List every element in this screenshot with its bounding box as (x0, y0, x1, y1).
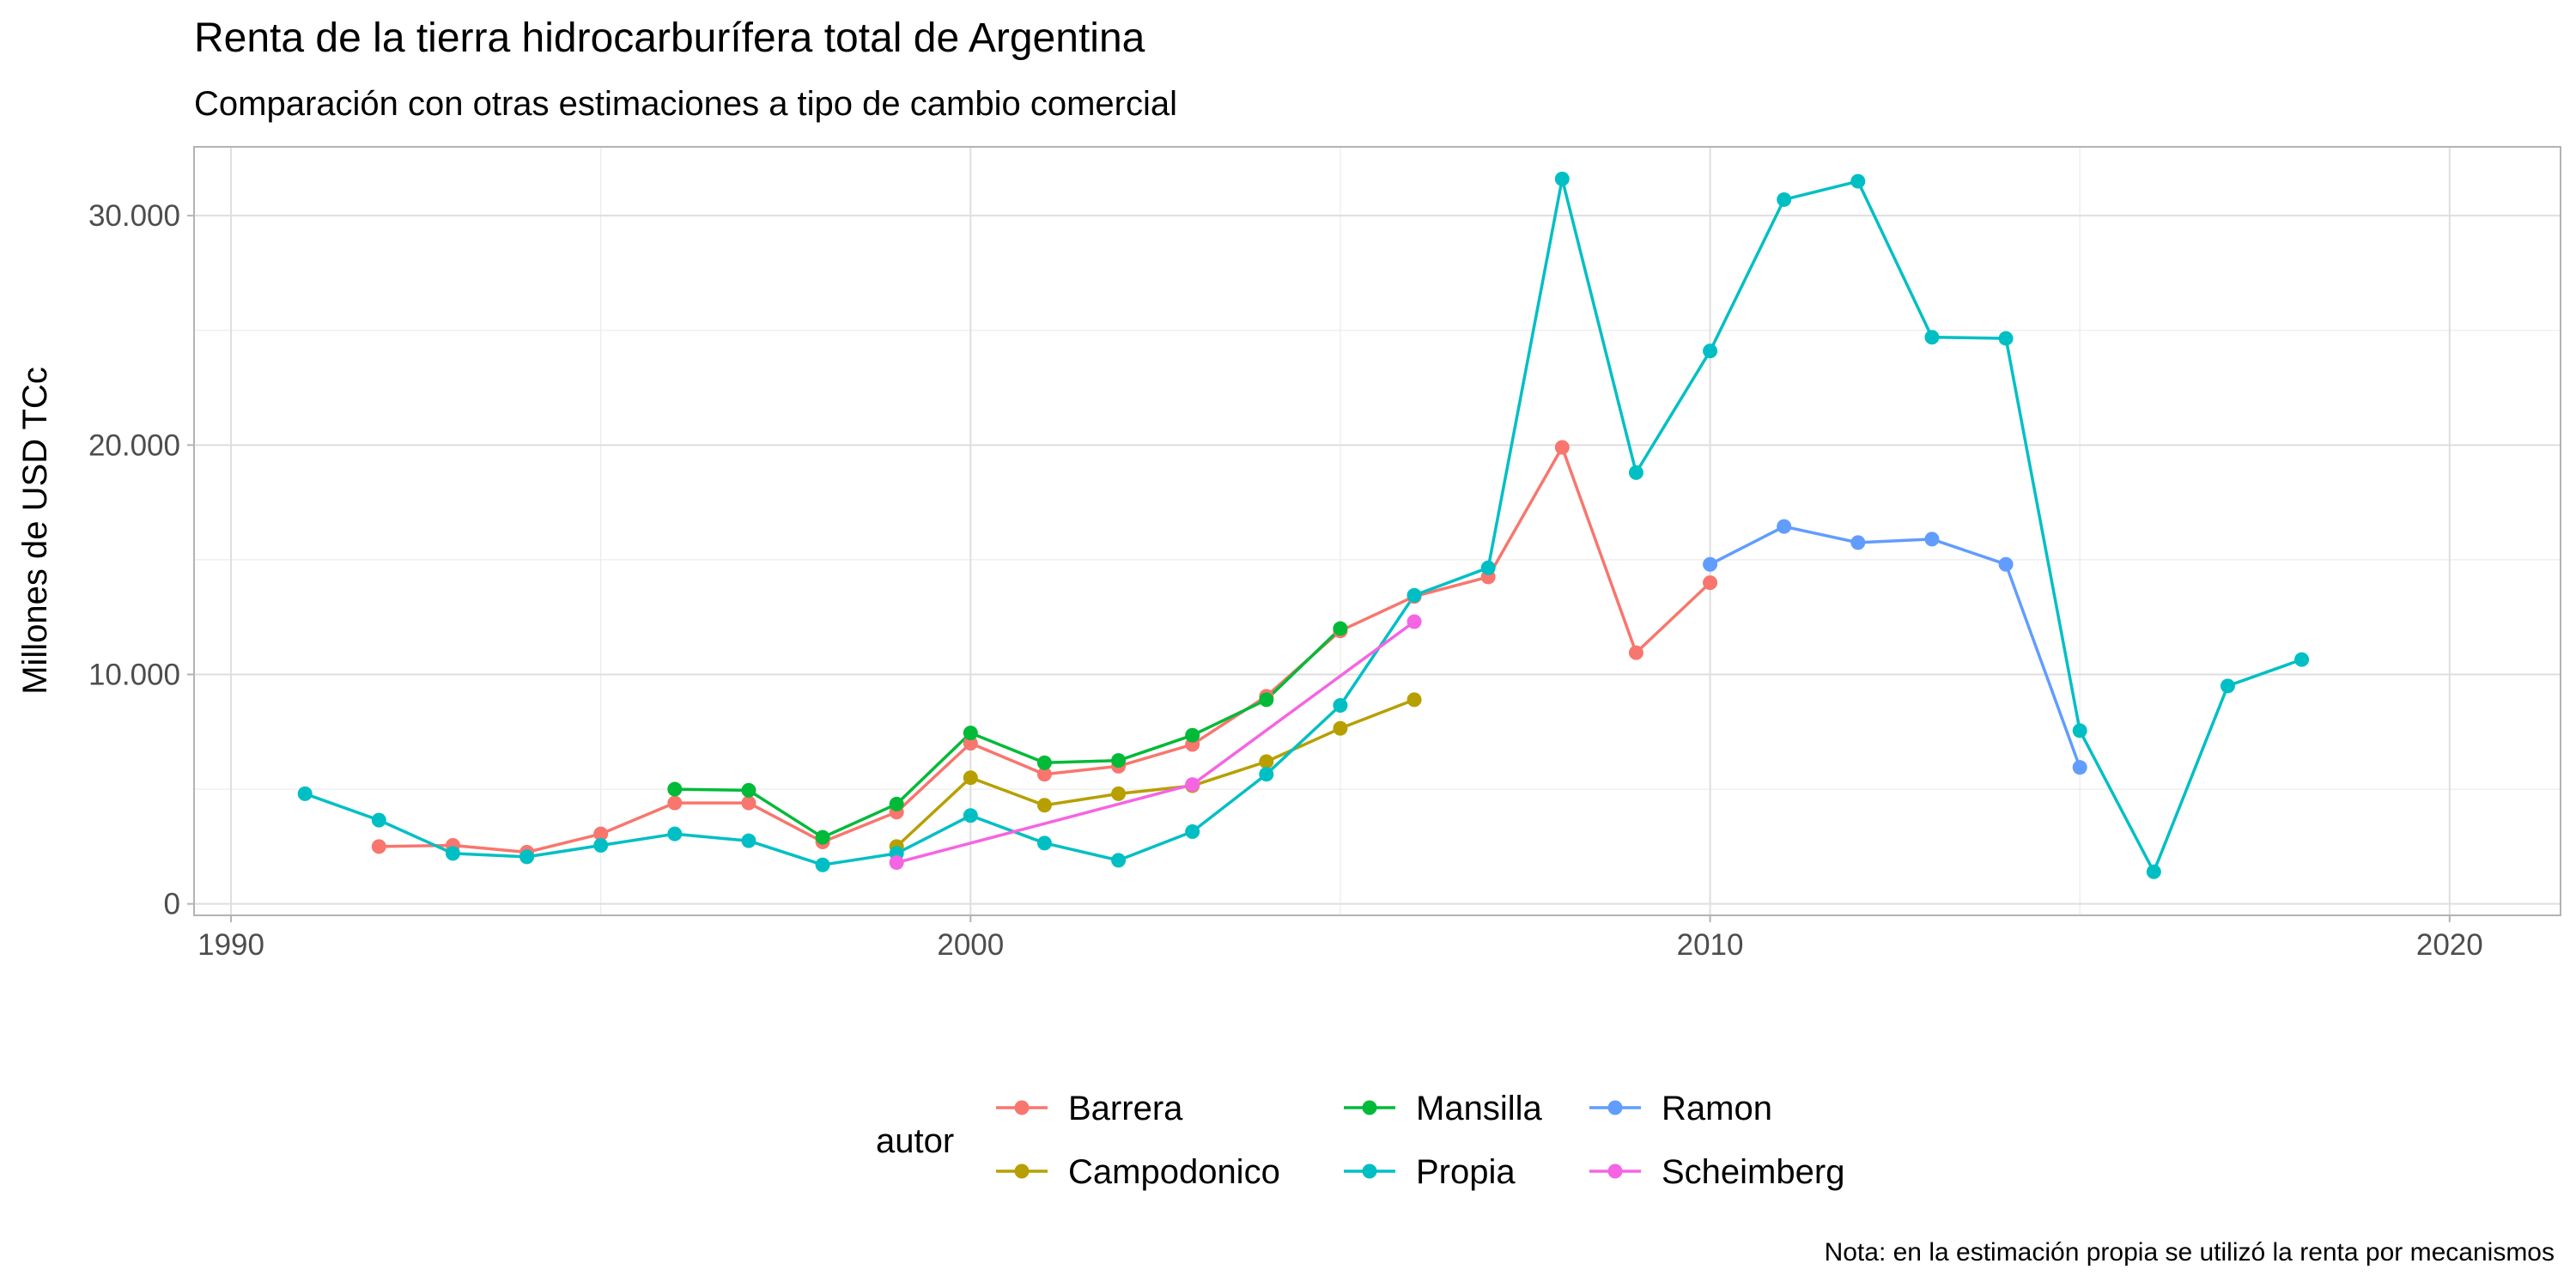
data-point-mansilla (1111, 753, 1127, 769)
data-point-propia (1628, 465, 1643, 480)
x-tick-label: 1990 (197, 928, 264, 962)
data-point-propia (1554, 171, 1570, 186)
data-point-campodonico (1333, 720, 1348, 736)
data-point-barrera (593, 826, 609, 841)
data-point-mansilla (889, 796, 904, 811)
plot-border (193, 146, 2561, 916)
data-point-propia (1924, 330, 1940, 345)
legend-key-point-scheimberg (1607, 1163, 1623, 1179)
data-point-propia (593, 838, 609, 854)
y-tick-label: 0 (164, 888, 180, 921)
data-point-ramon (2072, 760, 2087, 775)
data-point-propia (1480, 560, 1496, 575)
data-point-propia (815, 857, 830, 872)
legend-label-scheimberg: Scheimberg (1662, 1153, 1844, 1191)
legend-title: autor (876, 1122, 954, 1160)
series-line-mansilla (674, 627, 1342, 839)
x-tick-label: 2000 (937, 928, 1004, 962)
data-point-barrera (963, 736, 978, 751)
y-axis: 0 10.000 20.000 30.000 (88, 199, 194, 921)
legend-key-point-propia (1362, 1163, 1377, 1179)
y-tick-label: 10.000 (88, 658, 180, 691)
data-point-ramon (1777, 519, 1792, 534)
data-point-campodonico (1259, 754, 1274, 769)
data-point-barrera (1703, 575, 1718, 591)
data-point-propia (1259, 767, 1274, 782)
data-point-mansilla (815, 829, 830, 845)
legend-key-point-campodonico (1014, 1163, 1030, 1179)
chart-title: Renta de la tierra hidrocarburífera tota… (194, 15, 1145, 61)
data-point-barrera (667, 795, 683, 811)
data-point-mansilla (667, 781, 683, 797)
data-point-ramon (1998, 556, 2014, 572)
data-point-mansilla (1185, 727, 1200, 743)
data-point-propia (2294, 652, 2310, 667)
data-point-propia (1333, 698, 1348, 714)
data-point-propia (1703, 343, 1718, 359)
series-line-campodonico (896, 698, 1415, 848)
data-point-barrera (1628, 645, 1643, 660)
data-point-mansilla (1333, 621, 1348, 636)
legend-key-point-ramon (1607, 1100, 1623, 1115)
data-point-propia (445, 846, 460, 861)
series-line-ramon (1709, 525, 2081, 769)
data-point-propia (519, 849, 535, 865)
x-tick-label: 2020 (2416, 928, 2483, 962)
chart-caption: Nota: en la estimación propia se utilizó… (1825, 1238, 2555, 1267)
data-point-ramon (1703, 556, 1718, 572)
y-tick-label: 30.000 (88, 199, 180, 233)
data-point-propia (2146, 864, 2161, 879)
plot-panel (194, 147, 2561, 915)
data-point-propia (1036, 835, 1052, 851)
data-point-propia (1777, 191, 1792, 207)
legend-key-point-barrera (1014, 1100, 1030, 1115)
legend-label-campodonico: Campodonico (1068, 1153, 1280, 1191)
data-point-propia (1185, 823, 1200, 839)
data-point-scheimberg (889, 855, 904, 871)
grid (194, 147, 2561, 915)
legend-label-barrera: Barrera (1068, 1090, 1183, 1127)
data-point-propia (963, 808, 978, 823)
series-layer (297, 171, 2310, 879)
data-point-scheimberg (1185, 777, 1200, 793)
legend: Barrera Campodonico Mansilla Propia Ramon Sch… (996, 1090, 1844, 1191)
legend-label-mansilla: Mansilla (1416, 1090, 1542, 1127)
data-point-ramon (1924, 532, 1940, 547)
data-point-mansilla (1259, 692, 1274, 708)
data-point-mansilla (741, 782, 756, 798)
x-tick-label: 2010 (1677, 928, 1744, 962)
data-point-propia (1111, 853, 1127, 868)
data-point-propia (667, 826, 683, 841)
data-point-ramon (1850, 535, 1866, 550)
legend-label-propia: Propia (1416, 1153, 1516, 1191)
series-line-propia (304, 177, 2303, 873)
data-point-campodonico (963, 770, 978, 786)
data-point-campodonico (1036, 798, 1052, 813)
data-point-mansilla (1036, 755, 1052, 770)
legend-key-point-mansilla (1362, 1100, 1377, 1115)
data-point-mansilla (963, 726, 978, 741)
y-tick-label: 20.000 (88, 428, 180, 462)
data-point-propia (1850, 173, 1866, 189)
data-point-propia (297, 786, 313, 801)
data-point-propia (1998, 331, 2014, 346)
data-point-barrera (1036, 767, 1052, 782)
data-point-barrera (741, 795, 756, 811)
data-point-propia (2072, 723, 2087, 738)
data-point-barrera (1554, 440, 1570, 455)
data-point-propia (371, 812, 386, 828)
chart-subtitle: Comparación con otras estimaciones a tip… (194, 85, 1177, 123)
data-point-barrera (371, 839, 386, 854)
data-point-campodonico (1406, 692, 1422, 708)
y-axis-title: Millones de USD TCc (16, 367, 54, 695)
data-point-propia (1406, 587, 1422, 603)
legend-label-ramon: Ramon (1662, 1090, 1772, 1127)
data-point-propia (2220, 678, 2235, 694)
data-point-scheimberg (1406, 614, 1422, 629)
data-point-propia (741, 833, 756, 848)
data-point-campodonico (1111, 786, 1127, 801)
x-axis: 1990 2000 2010 2020 (197, 915, 2483, 962)
